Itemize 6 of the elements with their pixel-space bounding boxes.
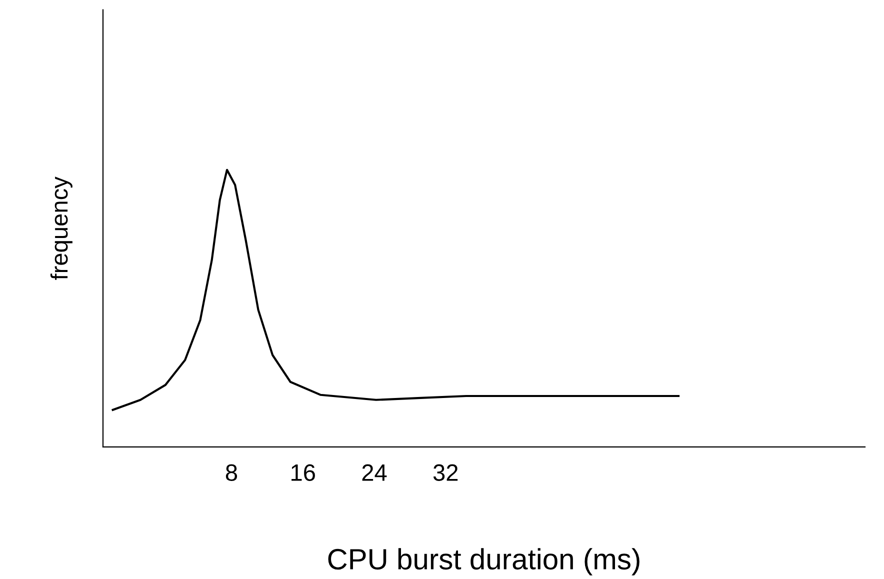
y-axis-title: frequency [50, 176, 72, 280]
x-tick-label: 16 [292, 464, 315, 481]
x-tick-label: 8 [226, 464, 238, 481]
x-tick-label: 24 [362, 464, 387, 481]
x-axis-title: CPU burst duration (ms) [328, 548, 640, 576]
x-tick-label: 32 [433, 464, 458, 481]
